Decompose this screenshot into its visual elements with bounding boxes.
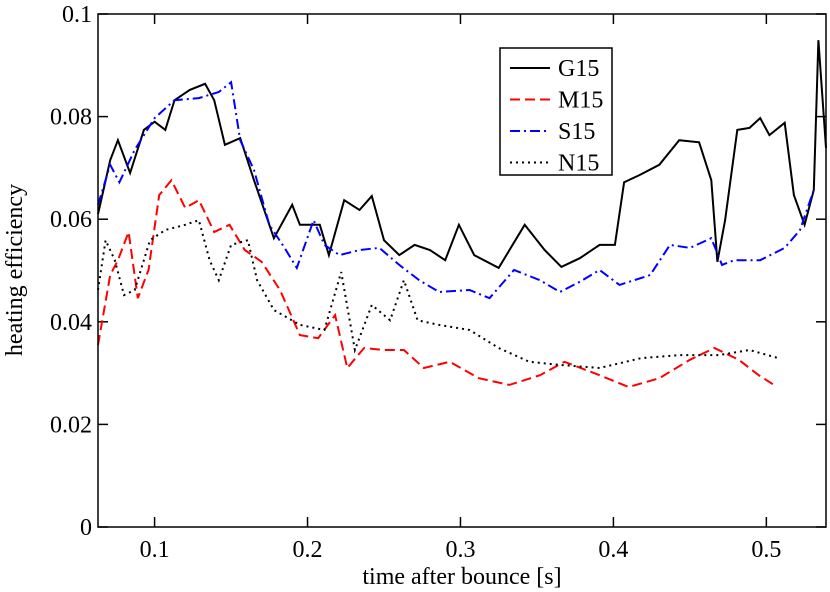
- y-tick-label: 0.08: [50, 105, 92, 131]
- legend-label: N15: [558, 151, 599, 177]
- x-tick-label: 0.2: [293, 537, 323, 563]
- series-line: [97, 218, 779, 370]
- series-line: [97, 80, 815, 300]
- x-tick-label: 0.3: [445, 537, 475, 563]
- legend-label: G15: [558, 56, 599, 82]
- series-line: [97, 178, 775, 389]
- legend-box: [499, 47, 613, 176]
- y-tick-label: 0.04: [50, 310, 92, 336]
- legend-label: M15: [558, 88, 603, 114]
- x-tick-label: 0.5: [751, 537, 781, 563]
- y-tick-label: 0: [80, 515, 92, 541]
- y-tick-label: 0.06: [50, 207, 92, 233]
- x-tick-label: 0.4: [598, 537, 628, 563]
- legend-label: S15: [558, 119, 595, 145]
- x-axis-label: time after bounce [s]: [362, 564, 561, 590]
- y-tick-label: 0.1: [62, 2, 92, 28]
- plot-frame: [97, 13, 827, 528]
- y-axis-label: heating efficiency: [2, 184, 28, 356]
- y-tick-label: 0.02: [50, 412, 92, 438]
- series-line: [97, 40, 827, 270]
- x-tick-label: 0.1: [140, 537, 170, 563]
